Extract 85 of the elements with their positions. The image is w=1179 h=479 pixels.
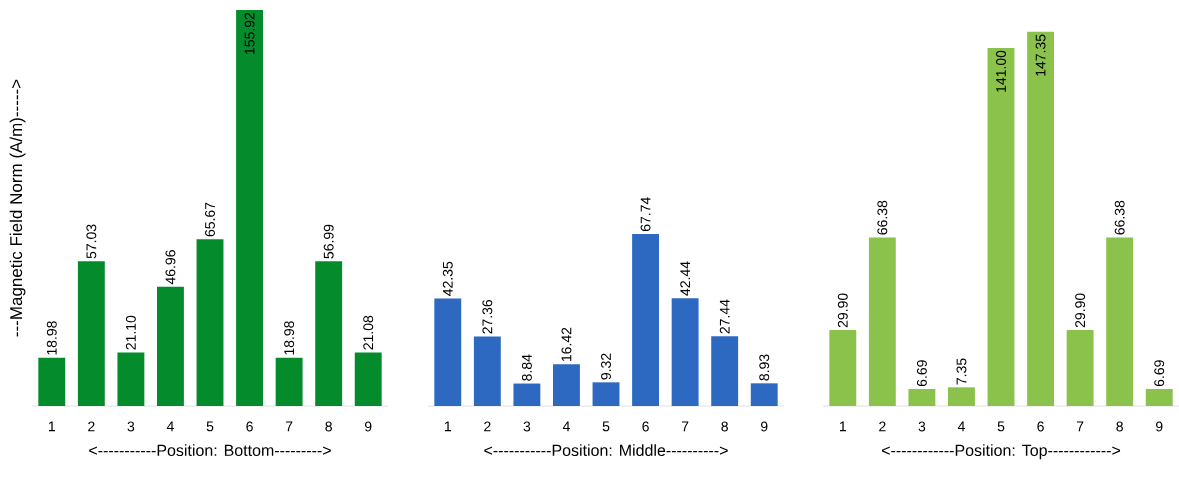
bar bbox=[908, 389, 936, 406]
data-label: 66.38 bbox=[1114, 200, 1125, 235]
x-tick-label: 5 bbox=[206, 421, 214, 432]
data-label: 155.92 bbox=[244, 12, 255, 54]
x-tick-label: 6 bbox=[1037, 421, 1044, 432]
bar bbox=[632, 233, 660, 406]
x-tick-label: 6 bbox=[642, 421, 649, 432]
data-label: 66.38 bbox=[877, 200, 888, 235]
data-label: 27.44 bbox=[719, 299, 730, 334]
data-label: 18.98 bbox=[284, 321, 295, 355]
x-tick-label: 6 bbox=[246, 421, 253, 432]
data-label: 6.69 bbox=[916, 360, 927, 387]
x-tick-label: 5 bbox=[602, 421, 610, 432]
bar bbox=[1106, 237, 1134, 406]
data-label: 7.35 bbox=[956, 358, 967, 385]
x-tick-label: 9 bbox=[364, 421, 372, 432]
bar bbox=[711, 336, 739, 406]
bar bbox=[1027, 31, 1055, 406]
x-tick-label: 8 bbox=[721, 421, 728, 432]
data-label: 27.36 bbox=[482, 299, 493, 334]
x-tick-label: 8 bbox=[1116, 421, 1123, 432]
x-tick-label: 1 bbox=[839, 421, 847, 432]
x-tick-label: 7 bbox=[285, 421, 293, 432]
data-label: 57.03 bbox=[86, 224, 97, 259]
data-label: 29.90 bbox=[837, 293, 848, 328]
bar bbox=[77, 261, 105, 406]
data-label: 42.35 bbox=[442, 261, 453, 296]
bar bbox=[157, 286, 184, 406]
data-label: 141.00 bbox=[996, 50, 1006, 92]
x-tick-label: 9 bbox=[1156, 421, 1163, 432]
x-tick-label: 7 bbox=[681, 421, 689, 432]
x-tick-label: 7 bbox=[1076, 421, 1084, 432]
bar bbox=[196, 239, 224, 406]
bar bbox=[948, 387, 975, 406]
x-tick-label: 4 bbox=[562, 421, 570, 432]
x-tick-label: 4 bbox=[957, 421, 965, 432]
x-tick-label: 3 bbox=[918, 421, 926, 432]
bar bbox=[513, 383, 541, 406]
x-axis-title: <------------Position: Top------------> bbox=[881, 444, 1121, 460]
x-tick-label: 3 bbox=[127, 421, 135, 432]
data-label: 8.84 bbox=[521, 354, 532, 381]
bar bbox=[592, 382, 620, 406]
x-tick-label: 2 bbox=[484, 421, 491, 432]
data-label: 21.08 bbox=[363, 315, 374, 350]
bar bbox=[315, 261, 343, 406]
x-tick-label: 8 bbox=[325, 421, 332, 432]
data-label: 16.42 bbox=[561, 327, 572, 362]
bar bbox=[275, 357, 303, 406]
bar bbox=[473, 336, 501, 406]
x-axis-title: <-----------Position: Middle----------> bbox=[484, 444, 728, 457]
x-tick-label: 1 bbox=[444, 421, 451, 432]
bar bbox=[829, 330, 857, 406]
data-label: 9.32 bbox=[601, 353, 611, 380]
bar bbox=[553, 364, 580, 406]
data-label: 56.99 bbox=[323, 224, 334, 259]
x-tick-label: 5 bbox=[997, 421, 1005, 432]
y-axis-title: ---Magnetic Field Norm (A/m)-----> bbox=[9, 79, 26, 337]
data-label: 21.10 bbox=[125, 315, 136, 350]
bar bbox=[236, 10, 263, 406]
x-tick-label: 4 bbox=[166, 421, 174, 432]
x-tick-label: 3 bbox=[523, 421, 531, 432]
x-tick-label: 1 bbox=[48, 421, 55, 432]
bar bbox=[354, 352, 382, 406]
x-tick-label: 2 bbox=[879, 421, 886, 432]
data-label: 6.69 bbox=[1154, 360, 1165, 387]
x-axis-title: <-----------Position: Bottom---------> bbox=[89, 444, 331, 457]
data-label: 8.93 bbox=[759, 354, 770, 381]
data-label: 29.90 bbox=[1075, 293, 1086, 328]
bar bbox=[671, 298, 699, 406]
bar bbox=[434, 298, 462, 406]
x-tick-label: 9 bbox=[760, 421, 768, 432]
data-label: 46.96 bbox=[165, 250, 176, 285]
bar bbox=[38, 357, 66, 406]
bar bbox=[1066, 330, 1094, 406]
data-label: 65.67 bbox=[205, 202, 215, 237]
bar bbox=[868, 237, 896, 406]
data-label: 147.35 bbox=[1035, 34, 1046, 76]
data-label: 18.98 bbox=[46, 321, 57, 355]
bar bbox=[750, 383, 778, 406]
bar bbox=[1145, 389, 1173, 406]
bar bbox=[987, 47, 1015, 406]
bar bbox=[117, 352, 145, 406]
data-label: 42.44 bbox=[680, 261, 690, 296]
x-tick-label: 2 bbox=[88, 421, 95, 432]
data-label: 67.74 bbox=[640, 197, 651, 232]
